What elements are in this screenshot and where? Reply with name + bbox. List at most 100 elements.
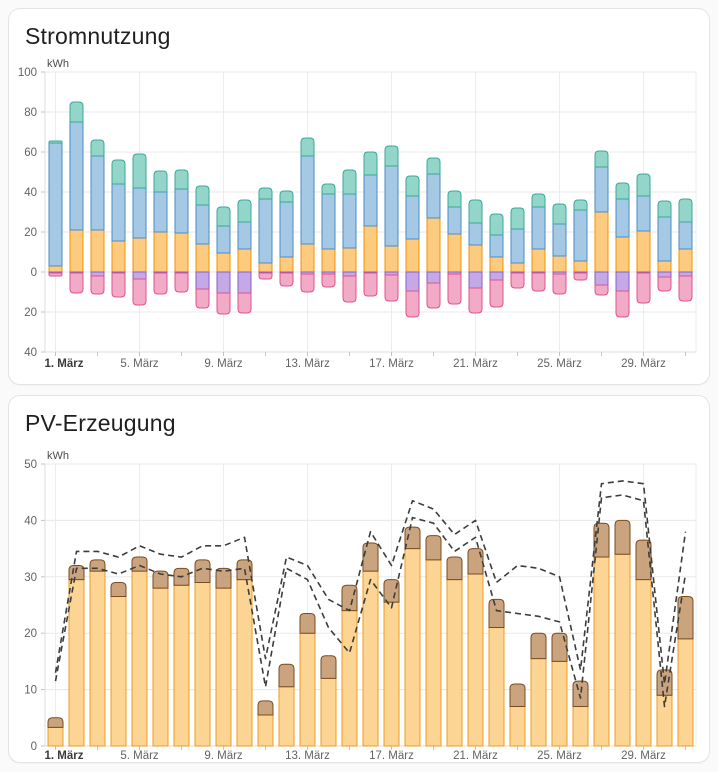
usage-bar-grid-consumption[interactable] bbox=[657, 216, 672, 262]
usage-bar-battery-discharge[interactable] bbox=[405, 175, 420, 197]
pv-bar-pv-production-secondary[interactable] bbox=[677, 596, 694, 640]
usage-bar-grid-consumption[interactable] bbox=[384, 165, 399, 247]
usage-bar-solar-consumption[interactable] bbox=[405, 238, 420, 273]
pv-bar-pv-production[interactable] bbox=[635, 579, 652, 747]
usage-bar-battery-discharge[interactable] bbox=[489, 213, 504, 236]
usage-bar-solar-consumption[interactable] bbox=[279, 256, 294, 273]
usage-bar-grid-consumption[interactable] bbox=[363, 174, 378, 227]
usage-bar-grid-consumption[interactable] bbox=[321, 193, 336, 250]
usage-bar-battery-discharge[interactable] bbox=[510, 207, 525, 230]
pv-bar-pv-production-secondary[interactable] bbox=[614, 519, 631, 555]
usage-bar-battery-charge[interactable] bbox=[216, 271, 231, 294]
usage-bar-battery-discharge[interactable] bbox=[615, 182, 630, 200]
usage-bar-solar-consumption[interactable] bbox=[237, 248, 252, 273]
usage-bar-battery-discharge[interactable] bbox=[90, 139, 105, 157]
usage-bar-grid-consumption[interactable] bbox=[174, 188, 189, 234]
usage-bar-grid-return[interactable] bbox=[636, 272, 651, 304]
usage-bar-solar-consumption[interactable] bbox=[678, 248, 693, 273]
pv-bar-pv-production-secondary[interactable] bbox=[488, 598, 505, 629]
usage-bar-battery-discharge[interactable] bbox=[279, 190, 294, 203]
pv-bar-pv-production[interactable] bbox=[89, 570, 106, 747]
usage-bar-solar-consumption[interactable] bbox=[468, 244, 483, 273]
usage-bar-grid-return[interactable] bbox=[468, 287, 483, 314]
pv-bar-pv-production[interactable] bbox=[47, 726, 64, 747]
usage-bar-grid-consumption[interactable] bbox=[426, 173, 441, 219]
usage-bar-grid-return[interactable] bbox=[615, 290, 630, 318]
usage-bar-battery-charge[interactable] bbox=[426, 271, 441, 284]
usage-bar-battery-discharge[interactable] bbox=[573, 199, 588, 211]
usage-bar-solar-consumption[interactable] bbox=[153, 231, 168, 273]
pv-bar-pv-production-secondary[interactable] bbox=[635, 539, 652, 581]
usage-bar-solar-consumption[interactable] bbox=[384, 245, 399, 273]
usage-bar-solar-consumption[interactable] bbox=[174, 232, 189, 273]
usage-bar-grid-consumption[interactable] bbox=[678, 221, 693, 250]
pv-bar-pv-production[interactable] bbox=[341, 610, 358, 747]
usage-bar-battery-charge[interactable] bbox=[90, 271, 105, 277]
usage-bar-battery-discharge[interactable] bbox=[216, 206, 231, 227]
usage-bar-grid-return[interactable] bbox=[195, 288, 210, 309]
usage-bar-grid-return[interactable] bbox=[405, 290, 420, 318]
pv-bar-pv-production[interactable] bbox=[215, 587, 232, 747]
usage-bar-solar-consumption[interactable] bbox=[657, 260, 672, 273]
usage-bar-grid-return[interactable] bbox=[279, 272, 294, 287]
usage-bar-grid-consumption[interactable] bbox=[594, 166, 609, 213]
pv-bar-pv-production[interactable] bbox=[383, 601, 400, 747]
usage-bar-battery-discharge[interactable] bbox=[531, 193, 546, 208]
pv-bar-pv-production[interactable] bbox=[299, 632, 316, 747]
usage-bar-battery-discharge[interactable] bbox=[111, 159, 126, 185]
usage-bar-solar-consumption[interactable] bbox=[111, 240, 126, 273]
usage-bar-grid-consumption[interactable] bbox=[531, 206, 546, 250]
usage-bar-battery-discharge[interactable] bbox=[132, 153, 147, 189]
usage-bar-battery-charge[interactable] bbox=[468, 271, 483, 289]
pv-bar-pv-production[interactable] bbox=[257, 714, 274, 747]
pv-bar-pv-production[interactable] bbox=[572, 706, 589, 747]
pv-bar-pv-production[interactable] bbox=[152, 587, 169, 747]
pv-bar-pv-production[interactable] bbox=[404, 548, 421, 747]
pv-bar-pv-production-secondary[interactable] bbox=[446, 556, 463, 581]
usage-bar-grid-return[interactable] bbox=[48, 272, 63, 277]
usage-bar-grid-return[interactable] bbox=[237, 292, 252, 314]
stromnutzung-chart[interactable]: 100 80 60 40 20 0 20 40 1. März 5. März 9. März 13.… bbox=[9, 59, 709, 381]
usage-bar-grid-consumption[interactable] bbox=[90, 155, 105, 231]
usage-bar-grid-return[interactable] bbox=[342, 275, 357, 303]
usage-bar-battery-charge[interactable] bbox=[237, 271, 252, 294]
usage-bar-grid-return[interactable] bbox=[447, 273, 462, 305]
usage-bar-grid-consumption[interactable] bbox=[510, 228, 525, 264]
usage-bar-grid-consumption[interactable] bbox=[132, 187, 147, 239]
usage-bar-battery-discharge[interactable] bbox=[69, 101, 84, 123]
usage-bar-grid-consumption[interactable] bbox=[342, 193, 357, 249]
pv-bar-pv-production[interactable] bbox=[362, 570, 379, 747]
usage-bar-grid-return[interactable] bbox=[300, 273, 315, 293]
usage-bar-grid-consumption[interactable] bbox=[153, 191, 168, 233]
usage-bar-battery-discharge[interactable] bbox=[48, 140, 63, 144]
usage-bar-battery-discharge[interactable] bbox=[384, 145, 399, 167]
usage-bar-solar-consumption[interactable] bbox=[447, 233, 462, 273]
pv-bar-pv-production[interactable] bbox=[446, 579, 463, 747]
pv-bar-pv-production-secondary[interactable] bbox=[299, 612, 316, 634]
pv-bar-pv-production[interactable] bbox=[509, 706, 526, 747]
usage-bar-solar-consumption[interactable] bbox=[90, 229, 105, 273]
pv-bar-pv-production-secondary[interactable] bbox=[341, 584, 358, 612]
usage-bar-solar-consumption[interactable] bbox=[216, 252, 231, 273]
usage-bar-battery-discharge[interactable] bbox=[363, 151, 378, 176]
usage-bar-solar-consumption[interactable] bbox=[489, 256, 504, 273]
pv-bar-pv-production[interactable] bbox=[320, 677, 337, 747]
usage-bar-grid-return[interactable] bbox=[216, 292, 231, 315]
usage-bar-grid-consumption[interactable] bbox=[237, 221, 252, 250]
usage-bar-battery-discharge[interactable] bbox=[195, 185, 210, 206]
usage-bar-solar-consumption[interactable] bbox=[321, 248, 336, 273]
usage-bar-battery-discharge[interactable] bbox=[300, 137, 315, 157]
usage-bar-grid-return[interactable] bbox=[573, 272, 588, 281]
usage-bar-solar-consumption[interactable] bbox=[573, 260, 588, 273]
usage-bar-battery-discharge[interactable] bbox=[552, 203, 567, 225]
usage-bar-grid-consumption[interactable] bbox=[300, 155, 315, 245]
pv-bar-pv-production-secondary[interactable] bbox=[194, 559, 211, 583]
pv-bar-pv-production[interactable] bbox=[173, 584, 190, 747]
pv-bar-pv-production-secondary[interactable] bbox=[110, 581, 127, 598]
usage-bar-battery-charge[interactable] bbox=[195, 271, 210, 290]
usage-bar-solar-consumption[interactable] bbox=[363, 225, 378, 273]
usage-bar-grid-return[interactable] bbox=[510, 272, 525, 289]
usage-bar-grid-consumption[interactable] bbox=[615, 198, 630, 238]
pv-bar-pv-production-secondary[interactable] bbox=[47, 717, 64, 728]
usage-bar-grid-consumption[interactable] bbox=[279, 201, 294, 258]
